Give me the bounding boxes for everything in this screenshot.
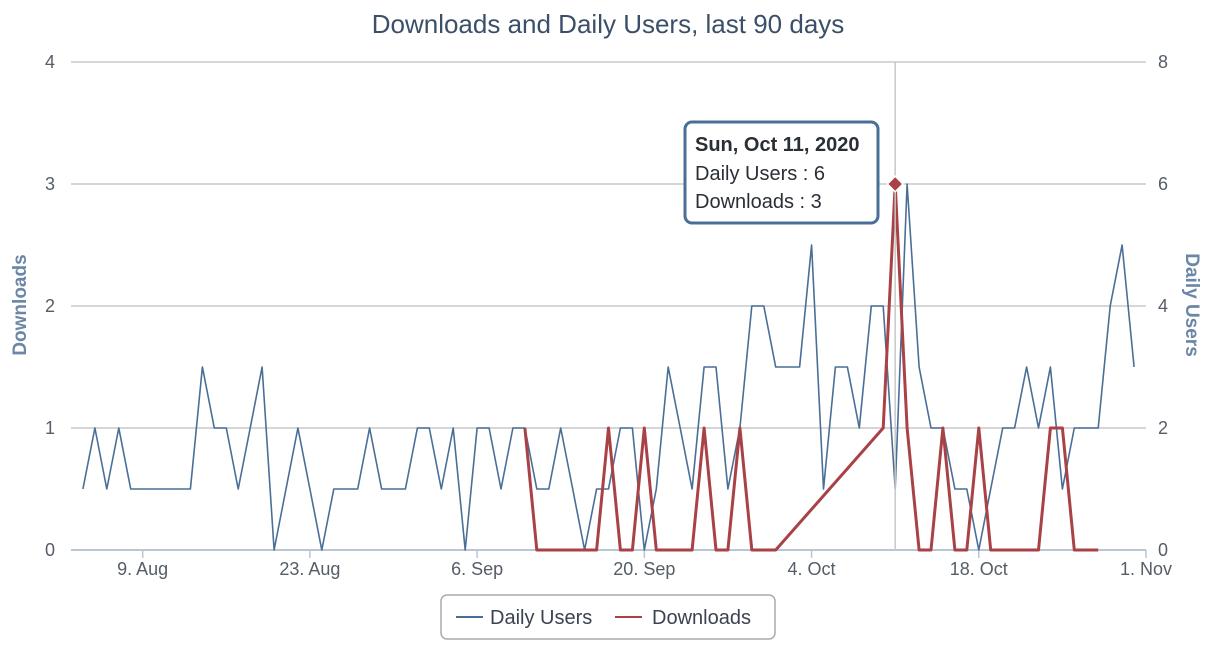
- x-tick-label: 1. Nov: [1120, 559, 1172, 579]
- right-y-tick-label: 8: [1158, 52, 1168, 72]
- x-tick-label: 6. Sep: [451, 559, 503, 579]
- x-tick-label: 4. Oct: [788, 559, 836, 579]
- tooltip-point-marker: [886, 175, 905, 193]
- right-y-tick-label: 6: [1158, 174, 1168, 194]
- x-tick-label: 23. Aug: [279, 559, 340, 579]
- left-y-tick-label: 0: [45, 540, 55, 560]
- legend-item-downloads[interactable]: Downloads: [652, 607, 751, 629]
- right-axis-title: Daily Users: [1181, 253, 1202, 357]
- x-tick-label: 18. Oct: [950, 559, 1008, 579]
- legend-item-daily-users[interactable]: Daily Users: [490, 607, 592, 629]
- left-axis-title: Downloads: [10, 254, 31, 355]
- left-y-tick-label: 4: [45, 52, 55, 72]
- x-tick-label: 20. Sep: [613, 559, 675, 579]
- tooltip-box: [683, 120, 880, 225]
- right-y-tick-label: 2: [1158, 418, 1168, 438]
- right-y-tick-label: 0: [1158, 540, 1168, 560]
- right-y-tick-label: 4: [1158, 296, 1168, 316]
- series-line-downloads[interactable]: [523, 182, 1099, 552]
- tooltip-line-users: Daily Users : 6: [695, 163, 825, 185]
- left-y-tick-label: 3: [45, 174, 55, 194]
- tooltip: Sun, Oct 11, 2020 Daily Users : 6 Downlo…: [683, 62, 905, 550]
- legend-box: [440, 594, 776, 640]
- left-y-tick-label: 2: [45, 296, 55, 316]
- x-tick-label: 9. Aug: [117, 559, 168, 579]
- left-y-tick-label: 1: [45, 418, 55, 438]
- tooltip-line-downloads: Downloads : 3: [695, 191, 822, 213]
- tooltip-date: Sun, Oct 11, 2020: [695, 134, 860, 156]
- series-line-daily-users[interactable]: [82, 183, 1135, 551]
- legend: Daily Users Downloads: [440, 594, 776, 640]
- chart-title: Downloads and Daily Users, last 90 days: [372, 9, 845, 39]
